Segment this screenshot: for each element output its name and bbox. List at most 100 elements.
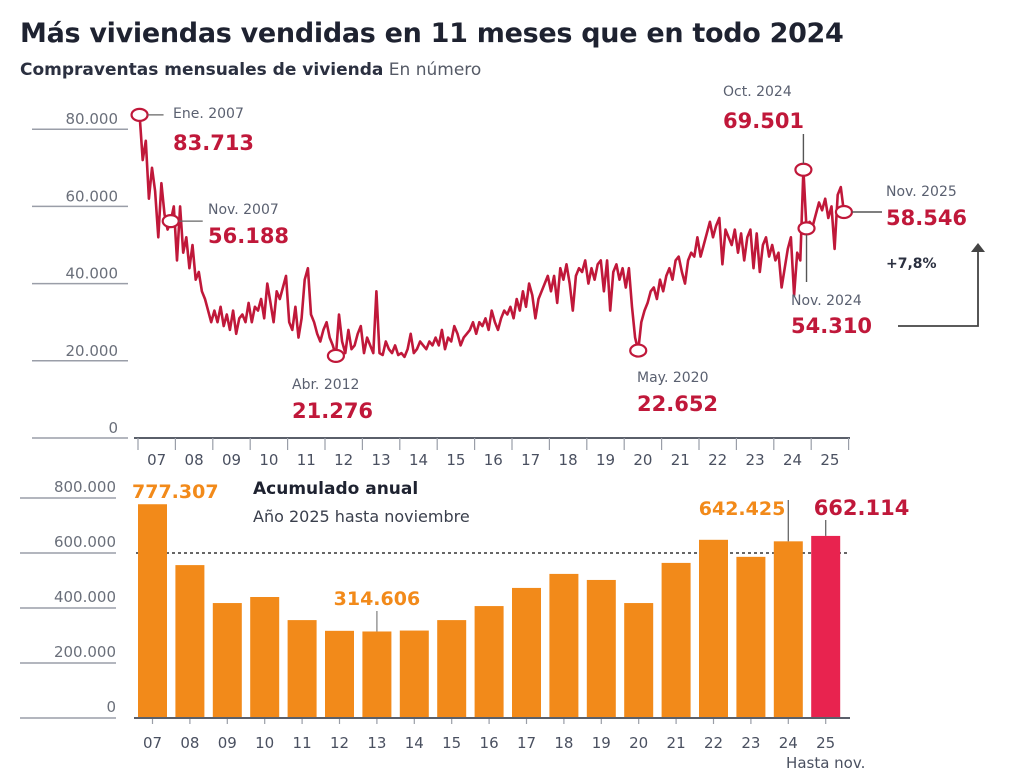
annotation-date: Nov. 2007 xyxy=(208,202,279,218)
x-tick-label: 20 xyxy=(629,734,648,752)
marker-nov-2007 xyxy=(161,214,180,229)
annotation-value: 69.501 xyxy=(723,109,804,133)
bar-24 xyxy=(773,541,803,718)
monthly-sales-line xyxy=(138,114,846,359)
bar-15 xyxy=(437,620,467,718)
last-category-note: Hasta nov. xyxy=(786,754,865,768)
marker-nov-2025 xyxy=(834,204,854,220)
bar-25 xyxy=(811,535,841,718)
x-tick-label: 19 xyxy=(592,734,611,752)
annotation-date: Oct. 2024 xyxy=(723,84,792,100)
bar-07 xyxy=(138,504,167,718)
bar-22 xyxy=(699,539,728,718)
line-chart-axis: 0 20.000 40.000 60.000 80.000 07 08 09 10 11 12 13 1… xyxy=(32,110,850,469)
y-tick-label: 600.000 xyxy=(54,533,116,551)
chart-title: Más viviendas vendidas en 11 meses que e… xyxy=(20,18,844,49)
x-tick-label: 20 xyxy=(633,451,652,469)
y-tick-label: 0 xyxy=(106,698,116,716)
x-tick-label: 16 xyxy=(480,734,499,752)
x-tick-label: 09 xyxy=(222,451,241,469)
x-tick-label: 14 xyxy=(409,451,428,469)
subtitle-bold: Compraventas mensuales de vivienda xyxy=(20,60,384,80)
bar-chart-subtitle: Año 2025 hasta noviembre xyxy=(253,507,470,526)
annotation-date: Nov. 2025 xyxy=(886,184,957,200)
bar-11 xyxy=(287,620,317,718)
x-tick-label: 08 xyxy=(180,734,199,752)
bar-17 xyxy=(512,587,541,718)
y-tick-label: 800.000 xyxy=(54,478,116,496)
change-arrow-head xyxy=(971,243,985,252)
x-tick-label: 17 xyxy=(517,734,536,752)
subtitle-unit: En número xyxy=(388,60,482,80)
x-tick-label: 23 xyxy=(746,451,765,469)
annotation-value: 22.652 xyxy=(637,392,718,416)
line-chart-series xyxy=(138,114,846,359)
x-tick-label: 24 xyxy=(783,451,802,469)
bar-chart-title: Acumulado anual xyxy=(253,479,418,499)
y-tick-label: 200.000 xyxy=(54,643,116,661)
x-tick-label: 13 xyxy=(372,451,391,469)
x-tick-label: 21 xyxy=(671,451,690,469)
annotation-date: May. 2020 xyxy=(637,370,708,386)
x-tick-label: 19 xyxy=(596,451,615,469)
x-tick-label: 11 xyxy=(297,451,316,469)
bar-13 xyxy=(362,631,392,718)
x-tick-label: 23 xyxy=(741,734,760,752)
bar-14 xyxy=(399,630,429,718)
x-tick-label: 24 xyxy=(779,734,798,752)
x-tick-label: 25 xyxy=(820,451,839,469)
change-label: +7,8% xyxy=(886,256,937,272)
x-tick-label: 07 xyxy=(143,734,162,752)
y-tick-label: 400.000 xyxy=(54,588,116,606)
bar-value-label: 642.425 xyxy=(699,498,786,520)
x-tick-label: 22 xyxy=(704,734,723,752)
x-tick-label: 15 xyxy=(446,451,465,469)
bar-08 xyxy=(175,565,205,718)
line-chart-annotations: Ene. 2007 83.713 Nov. 2007 56.188 Abr. 2012 2… xyxy=(130,84,985,423)
annotation-date: Abr. 2012 xyxy=(292,377,359,393)
x-tick-label: 13 xyxy=(367,734,386,752)
annotation-value: 21.276 xyxy=(292,399,373,423)
bar-09 xyxy=(212,603,242,718)
bar-19 xyxy=(586,579,616,718)
x-tick-label: 18 xyxy=(559,451,578,469)
x-tick-label: 17 xyxy=(521,451,540,469)
x-tick-label: 16 xyxy=(484,451,503,469)
bar-21 xyxy=(661,562,691,718)
bar-16 xyxy=(474,606,504,718)
bar-10 xyxy=(250,597,280,718)
marker-may-2020 xyxy=(629,343,648,358)
y-tick-label: 40.000 xyxy=(66,265,119,283)
marker-ene-2007 xyxy=(130,107,149,122)
x-tick-label: 12 xyxy=(330,734,349,752)
x-tick-label: 12 xyxy=(334,451,353,469)
annotation-date: Ene. 2007 xyxy=(173,106,244,122)
x-tick-label: 21 xyxy=(667,734,686,752)
chart-subtitle: Compraventas mensuales de vivienda En nú… xyxy=(20,60,481,80)
bar-chart-annotations: Acumulado anual Año 2025 hasta noviembre 7… xyxy=(132,479,909,632)
x-tick-label: 25 xyxy=(816,734,835,752)
marker-abr-2012 xyxy=(326,348,346,363)
change-arrow-line xyxy=(898,250,979,327)
bar-chart-axis: 0 200.000 400.000 600.000 800.000 xyxy=(20,478,848,719)
x-tick-label: 08 xyxy=(185,451,204,469)
x-tick-label: 10 xyxy=(259,451,278,469)
x-tick-label: 15 xyxy=(442,734,461,752)
annotation-value: 56.188 xyxy=(208,224,289,248)
bar-value-label: 777.307 xyxy=(132,481,219,503)
bar-23 xyxy=(736,556,766,718)
marker-nov-2024 xyxy=(797,221,816,236)
y-tick-label: 80.000 xyxy=(66,110,119,128)
bar-value-label: 314.606 xyxy=(334,588,421,610)
x-tick-label: 22 xyxy=(708,451,727,469)
annotation-date: Nov. 2024 xyxy=(791,293,862,309)
y-tick-label: 20.000 xyxy=(66,342,119,360)
x-tick-label: 09 xyxy=(218,734,237,752)
x-tick-label: 11 xyxy=(293,734,312,752)
x-tick-label: 18 xyxy=(554,734,573,752)
x-tick-label: 07 xyxy=(147,451,166,469)
bar-chart-series: 07 08 09 10 11 12 13 14 15 16 17 18 19 20 21 22 23 24 25 Ha… xyxy=(134,504,865,768)
x-tick-label: 14 xyxy=(405,734,424,752)
bar-20 xyxy=(624,603,654,718)
